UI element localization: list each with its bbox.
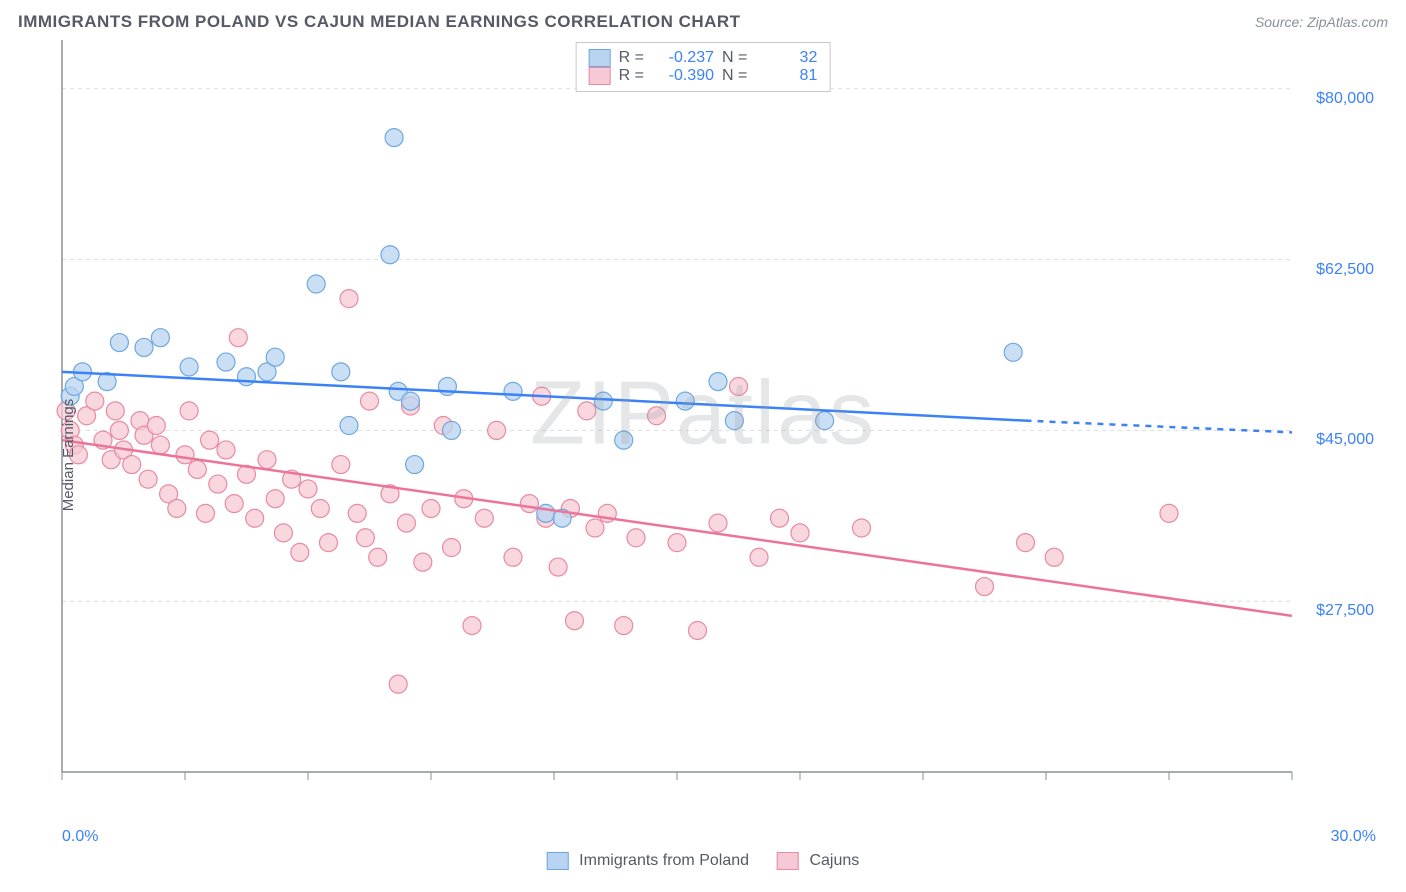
- stats-legend: R = -0.237 N = 32 R = -0.390 N = 81: [576, 42, 831, 92]
- swatch-icon: [547, 852, 569, 870]
- r-label: R =: [619, 67, 644, 85]
- stats-row-poland: R = -0.237 N = 32: [589, 49, 818, 67]
- r-value: -0.390: [652, 67, 714, 85]
- series-legend: Immigrants from Poland Cajuns: [547, 852, 860, 870]
- chart-title: IMMIGRANTS FROM POLAND VS CAJUN MEDIAN E…: [18, 12, 741, 32]
- chart-container: Median Earnings ZIPatlas R = -0.237 N = …: [18, 40, 1388, 870]
- swatch-icon: [777, 852, 799, 870]
- legend-label: Immigrants from Poland: [579, 852, 749, 869]
- y-axis-tick-labels: $80,000$62,500$45,000$27,500: [1294, 50, 1374, 810]
- source-label: Source: ZipAtlas.com: [1255, 14, 1388, 30]
- stats-row-cajun: R = -0.390 N = 81: [589, 67, 818, 85]
- n-label: N =: [722, 67, 747, 85]
- x-min-label: 0.0%: [62, 828, 98, 846]
- scatter-plot: [18, 40, 1388, 820]
- r-value: -0.237: [652, 49, 714, 67]
- y-axis-label: Median Earnings: [60, 399, 77, 512]
- n-value: 32: [755, 49, 817, 67]
- legend-item-poland: Immigrants from Poland: [547, 852, 749, 870]
- swatch-icon: [589, 67, 611, 85]
- swatch-icon: [589, 49, 611, 67]
- n-label: N =: [722, 49, 747, 67]
- r-label: R =: [619, 49, 644, 67]
- x-axis-tick-labels: 0.0% 30.0%: [62, 828, 1376, 846]
- x-max-label: 30.0%: [1331, 828, 1376, 846]
- legend-label: Cajuns: [809, 852, 859, 869]
- legend-item-cajun: Cajuns: [777, 852, 859, 870]
- n-value: 81: [755, 67, 817, 85]
